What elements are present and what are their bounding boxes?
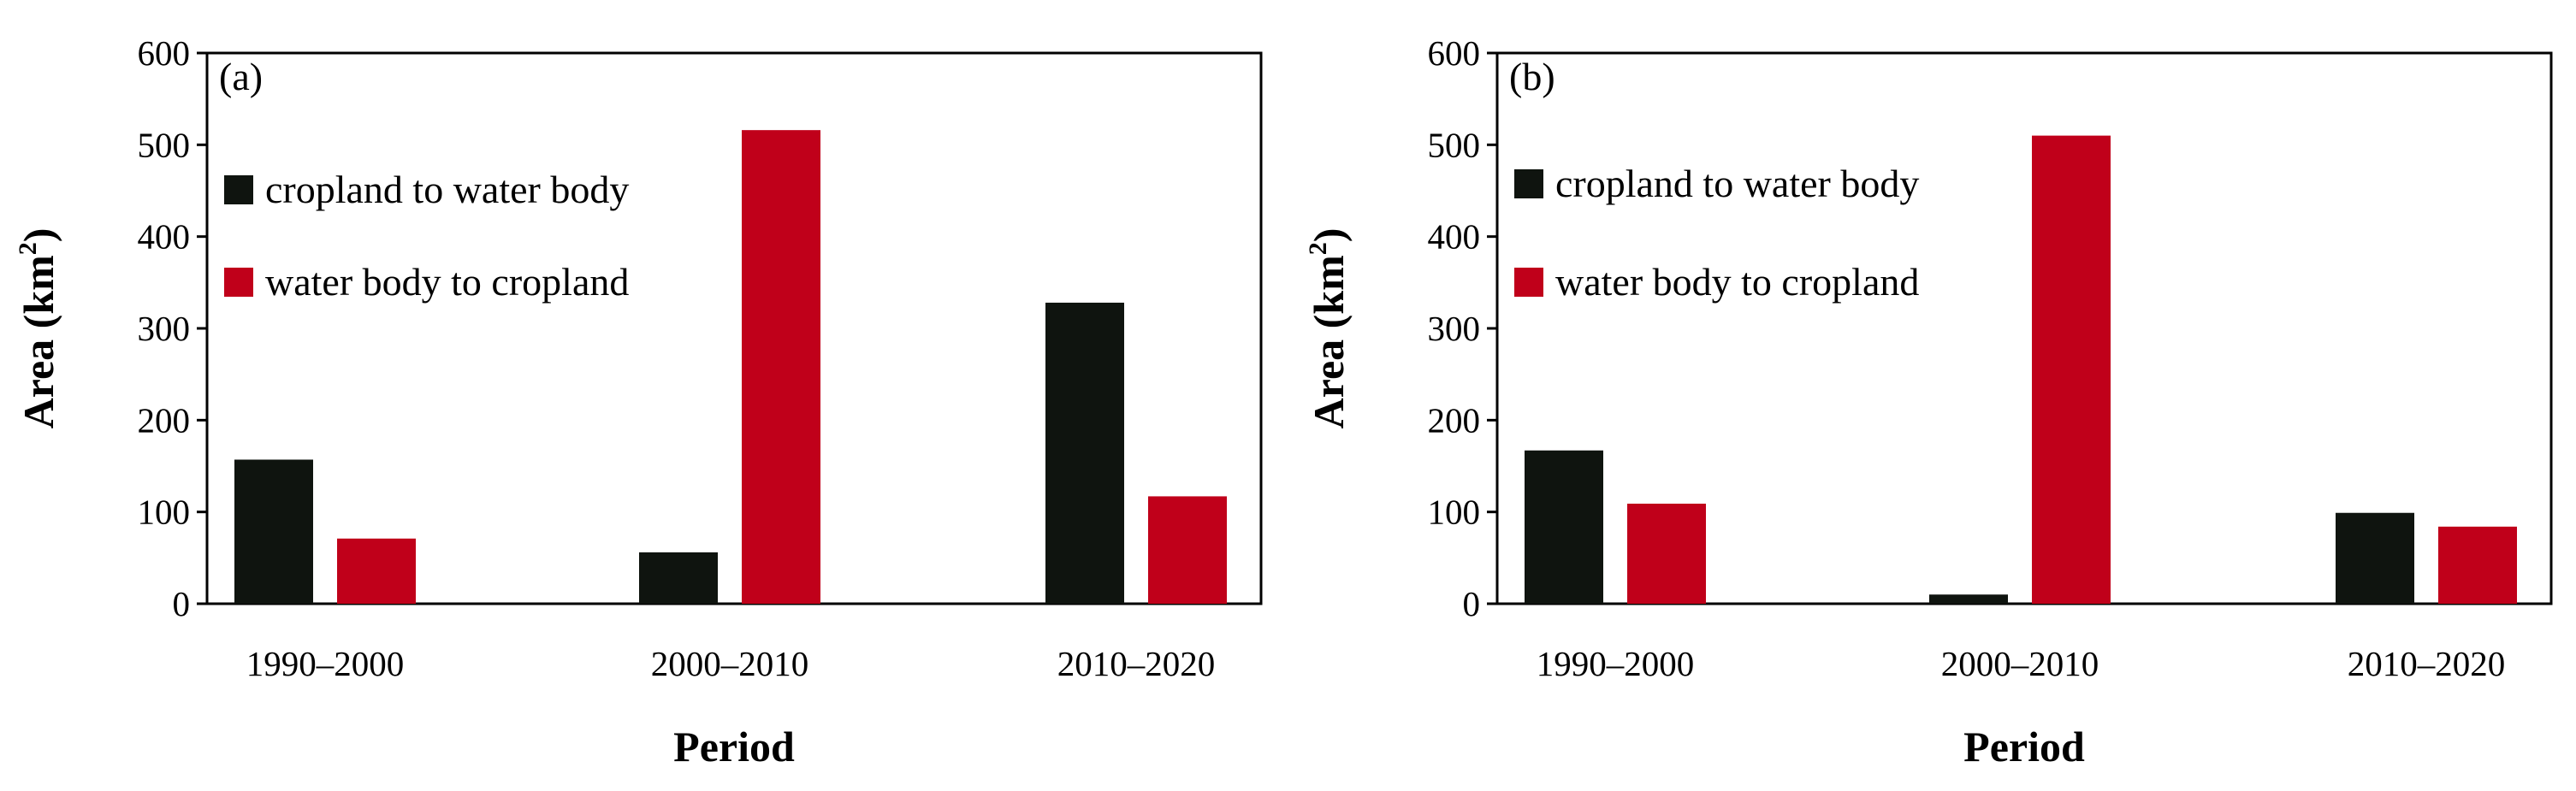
y-axis-title: Area (km2) xyxy=(14,228,62,429)
bar-water-body-to-cropland-0 xyxy=(1627,504,1706,604)
legend-label: water body to cropland xyxy=(265,260,629,304)
bar-cropland-to-water-body-1 xyxy=(1929,594,2008,604)
y-tick-label: 0 xyxy=(1463,584,1481,623)
y-tick-label: 600 xyxy=(138,33,191,73)
y-tick-label: 600 xyxy=(1428,33,1481,73)
y-tick-label: 200 xyxy=(138,400,191,440)
legend-label: cropland to water body xyxy=(1555,162,1919,205)
bar-cropland-to-water-body-1 xyxy=(639,552,718,604)
chart-panel-b: 0 100 200 300 400 500 600 1990–2000 2000–2010 201… xyxy=(1304,33,2553,770)
panel-label: (a) xyxy=(219,55,263,98)
y-axis-title-superscript: 2 xyxy=(14,242,42,255)
y-tick-label: 200 xyxy=(1428,400,1481,440)
panel-label: (b) xyxy=(1509,55,1555,98)
chart-panel-a: 0 100 200 300 400 500 600 1990–2000 2000–2010 201… xyxy=(14,33,1263,770)
bar-water-body-to-cropland-1 xyxy=(742,130,820,604)
legend-label: cropland to water body xyxy=(265,168,629,211)
y-tick-label: 0 xyxy=(173,584,191,623)
y-axis-title-close: ) xyxy=(15,228,62,243)
y-tick-label: 400 xyxy=(1428,217,1481,257)
x-tick-label: 2010–2020 xyxy=(2348,644,2506,683)
bar-water-body-to-cropland-0 xyxy=(337,538,416,604)
bar-cropland-to-water-body-2 xyxy=(2336,512,2414,604)
x-axis-title: Period xyxy=(673,723,795,770)
bar-water-body-to-cropland-2 xyxy=(2438,526,2517,604)
x-axis-title: Period xyxy=(1963,723,2085,770)
bar-water-body-to-cropland-2 xyxy=(1148,496,1227,604)
y-axis-title-superscript: 2 xyxy=(1304,242,1332,255)
y-tick-label: 100 xyxy=(1428,493,1481,532)
y-axis-title-close: ) xyxy=(1305,228,1353,243)
y-axis-title: Area (km2) xyxy=(1304,228,1353,429)
y-axis-title-text: Area (km xyxy=(15,255,62,428)
bar-water-body-to-cropland-1 xyxy=(2032,135,2111,605)
x-tick-label: 2000–2010 xyxy=(651,644,809,683)
y-axis-title-text: Area (km xyxy=(1305,255,1353,428)
bar-cropland-to-water-body-0 xyxy=(234,459,313,604)
legend-swatch xyxy=(224,268,253,297)
bar-cropland-to-water-body-2 xyxy=(1045,302,1124,604)
bar-cropland-to-water-body-0 xyxy=(1525,450,1603,604)
y-tick-label: 500 xyxy=(138,125,191,164)
legend-swatch xyxy=(224,175,253,204)
y-tick-label: 500 xyxy=(1428,125,1481,164)
legend-swatch xyxy=(1514,268,1543,297)
x-tick-label: 1990–2000 xyxy=(246,644,405,683)
y-tick-label: 100 xyxy=(138,493,191,532)
y-tick-label: 300 xyxy=(1428,309,1481,348)
x-tick-label: 1990–2000 xyxy=(1537,644,1695,683)
x-tick-label: 2000–2010 xyxy=(1941,644,2099,683)
y-tick-label: 400 xyxy=(138,217,191,257)
y-tick-label: 300 xyxy=(138,309,191,348)
legend-swatch xyxy=(1514,169,1543,198)
x-tick-label: 2010–2020 xyxy=(1057,644,1216,683)
legend-label: water body to cropland xyxy=(1555,260,1919,304)
